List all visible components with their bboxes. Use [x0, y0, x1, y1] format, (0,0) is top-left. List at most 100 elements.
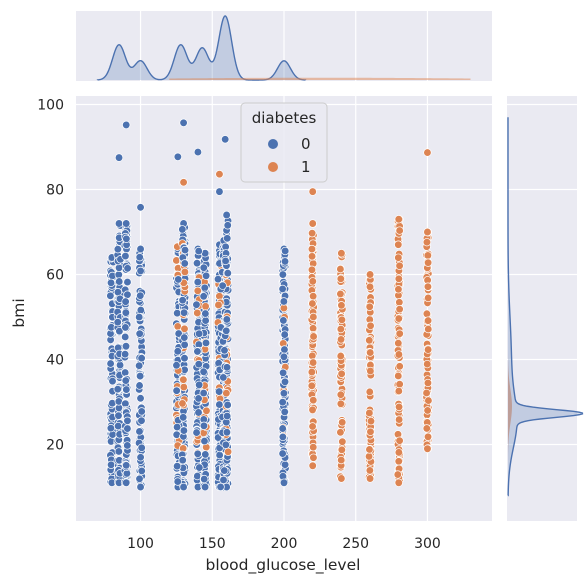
x-tick-label: 300	[414, 536, 441, 552]
point-diabetes-1-outlier	[308, 187, 317, 196]
point-diabetes-0	[199, 388, 208, 398]
point-diabetes-0	[135, 329, 144, 338]
point-diabetes-0	[193, 471, 202, 481]
point-diabetes-0	[201, 309, 210, 318]
point-diabetes-0	[136, 482, 145, 492]
point-diabetes-0	[279, 316, 288, 325]
point-diabetes-1	[395, 226, 404, 235]
point-diabetes-0	[172, 462, 182, 471]
point-diabetes-0	[222, 428, 232, 437]
point-diabetes-0	[178, 296, 187, 305]
point-diabetes-1	[395, 436, 404, 445]
point-diabetes-1	[365, 445, 374, 454]
point-diabetes-1	[394, 253, 403, 262]
point-diabetes-1	[308, 422, 317, 431]
marginal-y-density-fill-diabetes	[508, 338, 512, 466]
point-diabetes-0	[135, 253, 144, 262]
point-diabetes-1	[336, 324, 345, 334]
point-diabetes-0	[201, 316, 210, 325]
point-diabetes-0-outlier	[122, 120, 131, 130]
point-diabetes-0	[106, 278, 116, 287]
point-diabetes-1	[424, 396, 433, 405]
point-diabetes-0	[278, 432, 287, 442]
point-diabetes-1	[394, 314, 403, 323]
point-diabetes-1	[395, 362, 404, 371]
point-diabetes-0	[201, 271, 211, 280]
point-diabetes-0	[219, 373, 228, 382]
point-diabetes-0-outlier	[114, 153, 124, 162]
point-diabetes-0-outlier	[179, 118, 188, 127]
point-diabetes-1	[222, 389, 231, 398]
point-diabetes-0	[121, 297, 130, 306]
legend-title: diabetes	[252, 109, 317, 127]
point-diabetes-0	[192, 259, 202, 268]
point-diabetes-0	[137, 466, 146, 476]
point-diabetes-0	[120, 350, 130, 359]
point-diabetes-1	[309, 332, 318, 341]
point-diabetes-1	[394, 371, 403, 381]
point-diabetes-1	[336, 390, 345, 399]
point-diabetes-1	[308, 277, 317, 286]
x-axis-ticks: 100 150 200 250 300	[127, 536, 441, 552]
marginal-y-density-line	[507, 117, 584, 497]
point-diabetes-1	[309, 453, 318, 462]
point-diabetes-0	[136, 266, 145, 276]
point-diabetes-1	[337, 301, 346, 310]
point-diabetes-0	[106, 460, 116, 470]
point-diabetes-0	[201, 450, 210, 459]
point-diabetes-0	[221, 440, 230, 449]
point-diabetes-0	[192, 300, 201, 309]
point-diabetes-0	[121, 368, 130, 377]
point-diabetes-0-outlier	[193, 147, 203, 157]
point-diabetes-1	[180, 267, 190, 277]
point-diabetes-0	[122, 219, 131, 228]
point-diabetes-0	[135, 474, 144, 483]
point-diabetes-0	[200, 436, 209, 446]
point-diabetes-0	[199, 263, 208, 272]
point-diabetes-1	[394, 478, 403, 487]
point-diabetes-1	[193, 286, 202, 295]
point-diabetes-1	[336, 289, 345, 299]
point-diabetes-1	[423, 432, 433, 441]
point-diabetes-1	[424, 324, 433, 334]
point-diabetes-0	[223, 400, 232, 410]
point-diabetes-0	[195, 463, 204, 472]
marginal-x-density-line	[96, 15, 307, 81]
point-diabetes-0	[193, 449, 202, 458]
point-diabetes-0	[136, 394, 145, 403]
point-diabetes-0	[194, 408, 203, 417]
point-diabetes-0	[137, 354, 146, 363]
point-diabetes-0	[172, 386, 181, 395]
point-diabetes-0	[222, 210, 231, 220]
legend-label-0: 0	[301, 135, 311, 153]
point-diabetes-1	[365, 408, 374, 418]
point-diabetes-0	[174, 275, 183, 284]
point-diabetes-1	[394, 386, 403, 396]
point-diabetes-0	[179, 413, 188, 422]
point-diabetes-1	[338, 418, 347, 427]
point-diabetes-1	[423, 258, 433, 267]
point-diabetes-0	[135, 381, 144, 390]
y-tick-label: 40	[46, 353, 64, 369]
point-diabetes-1	[365, 387, 374, 397]
point-diabetes-1-outlier	[179, 178, 188, 187]
point-diabetes-1	[395, 329, 404, 338]
point-diabetes-0	[222, 326, 231, 335]
point-diabetes-0	[194, 246, 203, 256]
x-tick-label: 200	[271, 536, 298, 552]
point-diabetes-0	[194, 359, 203, 369]
y-tick-label: 100	[37, 98, 64, 114]
legend-box	[240, 102, 328, 183]
point-diabetes-0	[279, 478, 289, 487]
point-diabetes-0	[135, 427, 144, 436]
y-tick-label: 20	[46, 438, 64, 454]
point-diabetes-0	[218, 281, 227, 290]
point-diabetes-0	[278, 449, 287, 458]
point-diabetes-0	[108, 376, 117, 386]
point-diabetes-0	[278, 270, 288, 279]
point-diabetes-0	[180, 259, 189, 268]
point-diabetes-0	[213, 275, 223, 284]
point-diabetes-1	[308, 405, 317, 415]
point-diabetes-0	[223, 221, 232, 230]
